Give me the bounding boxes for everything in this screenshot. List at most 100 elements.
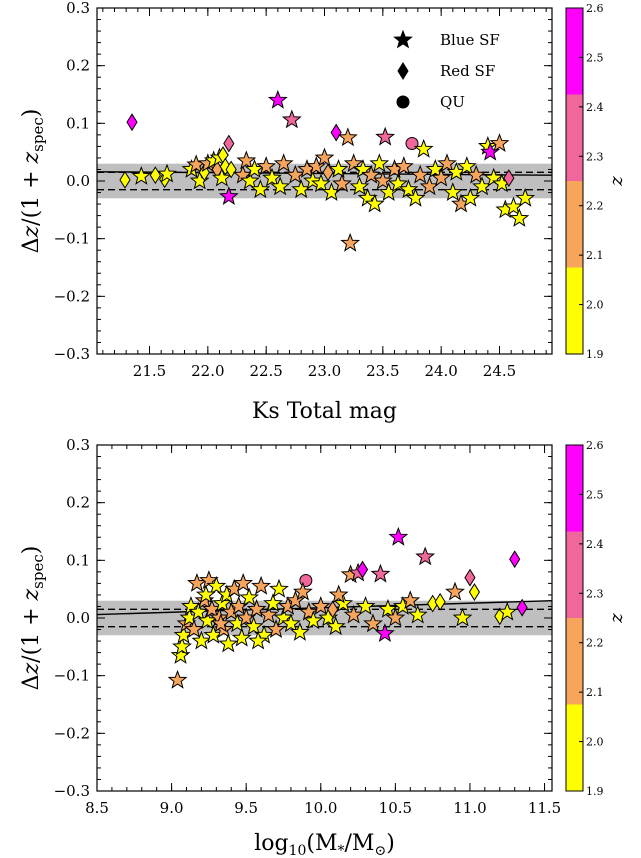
data-point [460, 187, 481, 207]
data-point [322, 163, 334, 182]
data-point [311, 173, 331, 193]
data-point [355, 596, 376, 615]
data-point [218, 186, 239, 205]
data-point [356, 560, 369, 579]
data-point [398, 179, 419, 199]
colorbar-tick-label: 2.0 [586, 736, 604, 749]
data-point [388, 173, 408, 193]
data-point [340, 232, 361, 252]
y-axis-label: Δz/(1 + zspec) [19, 546, 47, 691]
y-tick-label: 0.2 [66, 57, 90, 75]
data-point [131, 165, 152, 185]
data-point [349, 176, 370, 196]
x-tick-label: 9.0 [160, 799, 184, 817]
data-point [281, 613, 301, 633]
redshift-colorbar-bottom: 2.6 2.5 2.4 2.3 2.2 2.1 2.0 1.9 z [565, 439, 627, 798]
data-point [119, 170, 131, 189]
colorbar-tick-label: 2.3 [586, 150, 604, 163]
data-point [468, 583, 481, 601]
data-point [251, 575, 272, 595]
data-point [292, 581, 313, 601]
legend-marker [397, 62, 409, 80]
data-point [434, 592, 446, 611]
colorbar-label: z [606, 176, 627, 187]
x-tick-label: 11.0 [453, 799, 486, 817]
y-axis-label: Δz/(1 + zspec) [19, 109, 47, 254]
data-point [157, 163, 177, 183]
y-tick-label: −0.1 [54, 230, 90, 248]
data-point [466, 164, 487, 184]
data-point [364, 193, 385, 213]
y-tick-label: 0.0 [66, 609, 90, 627]
data-point [223, 134, 235, 153]
data-point [437, 153, 457, 173]
colorbar-bin [566, 267, 583, 354]
colorbar-label: z [606, 613, 627, 624]
data-point [442, 182, 463, 201]
stellar-mass-panel: 8.5 9.0 9.5 10.0 10.5 11.0 11.5 0.3 0.2 0.1 0.0 −0.… [19, 436, 561, 858]
data-point [497, 601, 518, 621]
data-point [187, 572, 207, 592]
data-point [385, 607, 406, 627]
data-point [375, 126, 396, 146]
data-point [233, 572, 254, 592]
data-point [343, 604, 364, 624]
colorbar-tick-label: 2.5 [586, 488, 604, 501]
legend-marker [396, 95, 410, 109]
data-point [248, 630, 269, 650]
data-point [306, 156, 327, 176]
data-point [206, 575, 227, 595]
x-tick-label: 11.5 [528, 799, 561, 817]
colorbar-frame [565, 444, 584, 792]
data-point [270, 176, 291, 196]
data-point [405, 187, 426, 207]
colorbar-bin [566, 8, 583, 95]
data-point [425, 159, 446, 178]
colorbar-bin [566, 181, 583, 268]
x-tick-label: 24.0 [424, 362, 457, 380]
data-point [515, 187, 536, 207]
data-point [262, 167, 282, 187]
data-point [167, 669, 188, 689]
data-point [303, 610, 324, 630]
data-point [330, 123, 342, 142]
data-point [191, 630, 212, 650]
y-tick-label: 0.0 [66, 172, 90, 190]
y-tick-label: −0.3 [54, 782, 90, 800]
data-point [218, 633, 239, 653]
data-point [328, 584, 349, 604]
colorbar-tick-label: 2.2 [586, 200, 604, 213]
ks-mag-panel: 21.5 22.0 22.5 23.0 23.5 24.0 24.5 0.3 0.2 0.1 0.0… [19, 0, 553, 424]
legend: Blue SF Red SF QU [393, 29, 500, 111]
data-point [269, 578, 289, 598]
colorbar-tick-label: 1.9 [586, 785, 604, 798]
y-tick-label: −0.1 [54, 667, 90, 685]
y-tick-label: −0.2 [54, 287, 90, 305]
data-point [410, 164, 431, 184]
data-point [388, 526, 409, 546]
data-point [243, 616, 264, 636]
data-point [407, 604, 428, 624]
colorbar-frame [565, 7, 584, 355]
x-tick-label: 24.5 [483, 362, 516, 380]
y-tick-label: 0.1 [66, 114, 90, 132]
x-tick-label: 8.5 [85, 799, 109, 817]
data-point [363, 613, 383, 633]
data-point [325, 616, 346, 636]
data-point [509, 550, 521, 569]
x-tick-label: 21.5 [133, 362, 166, 380]
data-point [445, 581, 465, 601]
data-point [231, 627, 252, 647]
data-point [456, 156, 477, 176]
colorbar-tick-label: 2.1 [586, 249, 604, 262]
y-tick-label: 0.2 [66, 494, 90, 512]
colorbar-tick-label: 1.9 [586, 348, 604, 361]
colorbar-tick-label: 2.3 [586, 587, 604, 600]
y-tick-label: 0.1 [66, 551, 90, 569]
data-point [250, 179, 271, 199]
x-tick-label: 22.0 [191, 362, 224, 380]
data-point [369, 153, 390, 173]
data-point [361, 164, 382, 184]
y-tick-label: 0.3 [66, 0, 90, 17]
colorbar-bin [566, 531, 583, 618]
